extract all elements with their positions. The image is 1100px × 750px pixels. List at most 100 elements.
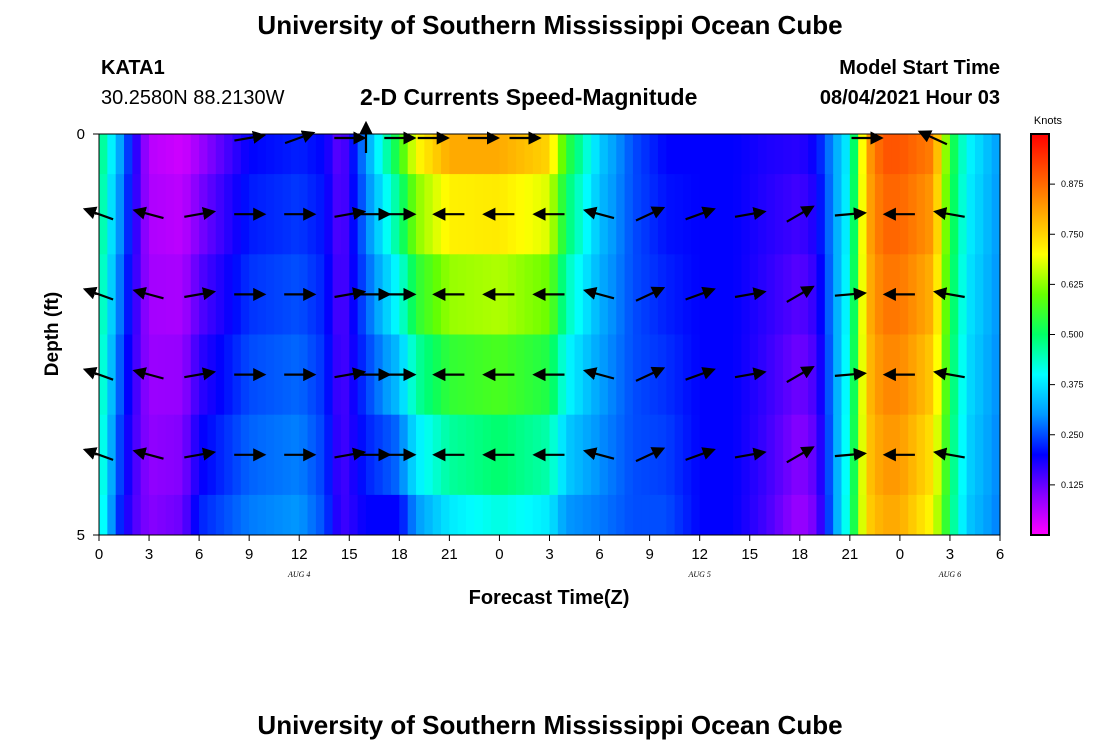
heatmap-cell <box>224 174 234 255</box>
heatmap-cell <box>274 174 284 255</box>
heatmap-cell <box>449 494 459 536</box>
heatmap-cell <box>215 254 225 335</box>
current-arrow <box>184 367 217 381</box>
heatmap-cell <box>791 414 801 496</box>
heatmap-cell <box>841 494 851 536</box>
heatmap-cell <box>232 494 242 536</box>
heatmap-cell <box>624 334 634 416</box>
x-tick-label: 0 <box>495 546 503 563</box>
heatmap-cell <box>607 254 617 335</box>
heatmap-cell <box>949 494 959 536</box>
heatmap-cell <box>766 174 776 255</box>
heatmap-cell <box>766 334 776 416</box>
x-tick-label: 12 <box>291 546 308 563</box>
heatmap-cell <box>516 494 526 536</box>
current-arrow <box>834 287 867 301</box>
heatmap-cell <box>682 494 692 536</box>
heatmap-cell <box>699 494 709 536</box>
heatmap-cell <box>582 494 592 536</box>
heatmap-cell <box>666 134 676 175</box>
heatmap-cell <box>182 254 192 335</box>
heatmap-cell <box>599 494 609 536</box>
heatmap-cell <box>149 134 158 175</box>
heatmap-cell <box>724 414 734 496</box>
heatmap-cell <box>491 494 501 536</box>
heatmap-cell <box>157 134 167 175</box>
heatmap-cell <box>566 494 576 536</box>
heatmap-cell <box>632 134 642 175</box>
heatmap-cell <box>557 134 567 175</box>
heatmap-cell <box>457 134 467 175</box>
heatmap-cell <box>132 254 142 335</box>
heatmap-cell <box>774 494 784 536</box>
current-arrow <box>933 207 965 221</box>
heatmap-cell <box>249 134 259 175</box>
heatmap-cell <box>682 134 692 175</box>
heatmap-cell <box>466 254 476 335</box>
heatmap-cell <box>783 254 793 335</box>
heatmap-cell <box>524 174 534 255</box>
heatmap-cell <box>657 494 667 536</box>
heatmap-cell <box>766 254 776 335</box>
heatmap-cell <box>324 334 334 416</box>
heatmap-cell <box>115 414 125 496</box>
heatmap-cell <box>958 254 968 335</box>
heatmap-cell <box>466 494 476 536</box>
heatmap-cell <box>649 134 659 175</box>
heatmap-cell <box>674 494 684 536</box>
heatmap-cell <box>165 494 175 536</box>
x-tick-label: 12 <box>691 546 708 563</box>
current-arrow <box>734 287 767 301</box>
heatmap-cell <box>874 334 884 416</box>
date-label: AUG 5 <box>687 570 710 579</box>
heatmap-cell <box>799 494 809 536</box>
heatmap-cell <box>808 254 818 335</box>
heatmap-cell <box>674 414 684 496</box>
heatmap-cell <box>733 134 742 175</box>
heatmap-cell <box>265 134 275 175</box>
colorbar: Knots 0.875 0.750 0.625 0.500 0.375 0.250 0.12… <box>1030 115 1084 536</box>
heatmap-cell <box>499 494 509 536</box>
heatmap-cell <box>816 414 826 496</box>
current-arrow <box>834 207 867 221</box>
heatmap-cell <box>566 334 576 416</box>
heatmap-cell <box>783 414 793 496</box>
heatmap-cell <box>974 174 984 255</box>
heatmap-cell <box>466 414 476 496</box>
heatmap-cell <box>724 174 734 255</box>
heatmap-cell <box>974 134 984 175</box>
heatmap-cell <box>766 414 776 496</box>
current-arrow <box>734 447 767 461</box>
heatmap-cell <box>916 494 926 536</box>
heatmap-cell <box>958 494 968 536</box>
heatmap-cell <box>482 134 492 175</box>
heatmap-cell <box>290 494 300 536</box>
x-tick-label: 18 <box>791 546 808 563</box>
heatmap-cell <box>474 414 484 496</box>
heatmap-cell <box>474 494 484 536</box>
heatmap-cell <box>474 334 484 416</box>
colorbar-title: Knots <box>1034 115 1063 127</box>
heatmap-cell <box>99 494 108 536</box>
heatmap-cell <box>749 494 759 536</box>
heatmap-cell <box>282 494 292 536</box>
current-arrow <box>685 447 716 461</box>
heatmap-cell <box>816 174 826 255</box>
heatmap-cell <box>616 414 626 496</box>
heatmap-cell <box>632 414 642 496</box>
heatmap-cell <box>666 254 676 335</box>
heatmap-cell <box>132 494 142 536</box>
heatmap-cell <box>324 134 334 175</box>
heatmap-cell <box>399 134 409 175</box>
heatmap-cell <box>733 494 742 536</box>
heatmap-cell <box>199 494 209 536</box>
heatmap-cell <box>474 254 484 335</box>
heatmap-cell <box>424 334 434 416</box>
heatmap-cell <box>207 254 217 335</box>
heatmap-cell <box>974 494 984 536</box>
current-arrow <box>334 207 367 221</box>
heatmap-cell <box>115 494 125 536</box>
heatmap-cell <box>124 174 133 255</box>
heatmap-cell <box>324 254 334 335</box>
heatmap-cell <box>182 334 192 416</box>
